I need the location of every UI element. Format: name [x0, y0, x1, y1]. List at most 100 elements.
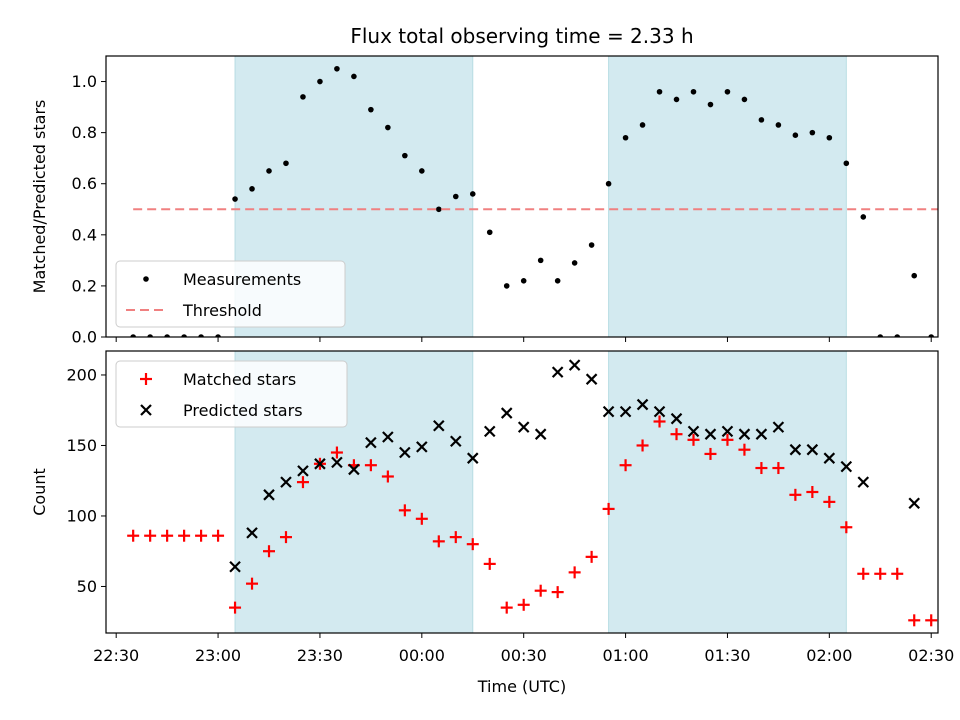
data-point: [334, 65, 340, 72]
data-point: [911, 272, 918, 279]
plot-frame: [105, 55, 939, 338]
data-point: [758, 117, 765, 123]
data-point: [351, 73, 357, 80]
data-point: [331, 456, 343, 469]
data-point: [130, 334, 136, 337]
data-point: [500, 601, 513, 614]
legend-label: Threshold: [182, 301, 262, 320]
data-point: [296, 476, 309, 489]
bottom-panel: 22:30 23:00 23:30 00:00 00:30 01:00 01:30 02:00…: [30, 350, 954, 665]
data-point: [280, 476, 292, 488]
data-point: [792, 132, 799, 138]
data-point: [317, 78, 323, 85]
data-point: [568, 359, 581, 371]
legend: Measurements Threshold: [115, 260, 346, 328]
data-point: [670, 412, 683, 425]
data-point: [263, 489, 275, 501]
data-point: [382, 431, 394, 443]
data-point: [690, 88, 697, 95]
data-point: [687, 425, 700, 438]
y-axis-label: Count: [30, 468, 49, 516]
data-point: [704, 428, 717, 440]
x-tick-label: 23:00: [195, 646, 241, 665]
data-point: [789, 488, 802, 501]
data-point: [229, 601, 242, 614]
y-tick-label: 0.2: [72, 276, 97, 295]
data-point: [755, 462, 768, 475]
data-point: [772, 421, 785, 433]
data-point: [823, 452, 836, 464]
data-point: [840, 521, 853, 534]
y-tick-label: 100: [66, 506, 97, 525]
x-axis: 22:30 23:00 23:30 00:00 00:30 01:00 01:30 02:00…: [93, 633, 954, 665]
data-point: [653, 405, 666, 418]
data-point: [537, 257, 544, 264]
data-point: [232, 196, 238, 202]
data-point: [164, 334, 170, 337]
data-point: [551, 586, 564, 599]
data-point: [385, 124, 391, 131]
data-point: [433, 419, 445, 432]
data-point: [738, 443, 751, 456]
series-predicted-stars: [229, 359, 921, 573]
legend-item: Threshold: [126, 301, 262, 320]
data-point: [144, 529, 157, 542]
observing-window-2: [608, 56, 847, 337]
data-point: [534, 428, 547, 440]
data-point: [551, 366, 564, 378]
data-point: [928, 334, 935, 337]
plot-area: [127, 351, 938, 633]
data-point: [738, 428, 751, 440]
top-panel: 0.0 0.2 0.4 0.6 0.8 1.0 Matched/Predicted star…: [30, 55, 951, 347]
data-point: [639, 122, 646, 128]
data-point: [588, 242, 595, 248]
data-point: [891, 567, 904, 580]
data-point: [398, 504, 411, 517]
legend-item: Matched stars: [140, 370, 296, 389]
data-point: [466, 452, 479, 464]
data-point: [704, 447, 717, 460]
data-point: [894, 334, 901, 337]
data-point: [823, 495, 836, 508]
data-point: [215, 334, 221, 337]
data-point: [826, 134, 833, 141]
x-tick-label: 22:30: [93, 646, 139, 665]
y-axis-label: Matched/Predicted stars: [30, 100, 49, 294]
y-tick-label: 1.0: [72, 72, 97, 91]
data-point: [483, 425, 496, 438]
data-point: [721, 425, 734, 438]
data-point: [365, 436, 377, 449]
data-point: [945, 334, 951, 340]
data-point: [656, 88, 663, 95]
legend-box: [115, 360, 348, 428]
data-point: [806, 486, 819, 498]
data-point: [181, 334, 187, 337]
y-tick-label: 200: [66, 365, 97, 384]
data-point: [724, 88, 731, 95]
data-point: [195, 529, 208, 542]
data-point: [500, 407, 513, 419]
x-axis: [115, 337, 932, 342]
data-point: [687, 433, 700, 446]
data-point: [469, 191, 476, 197]
data-point: [279, 531, 292, 544]
y-axis: 0.0 0.2 0.4 0.6 0.8 1.0: [72, 72, 106, 347]
data-point: [857, 476, 870, 488]
data-point: [908, 497, 921, 510]
plot-frame: [105, 350, 939, 634]
data-point: [263, 545, 276, 558]
data-point: [249, 186, 255, 192]
data-point: [368, 106, 374, 113]
legend-swatch: [140, 373, 152, 385]
x-tick-label: 00:00: [399, 646, 445, 665]
data-point: [419, 168, 425, 174]
data-point: [161, 529, 174, 542]
data-point: [857, 567, 870, 580]
legend-item: Measurements: [143, 270, 301, 289]
data-point: [503, 283, 510, 289]
legend-label: Measurements: [183, 270, 301, 289]
data-point: [554, 278, 561, 284]
x-tick-label: 01:00: [603, 646, 649, 665]
x-tick-label: 23:30: [297, 646, 343, 665]
plot-area: [130, 56, 951, 340]
